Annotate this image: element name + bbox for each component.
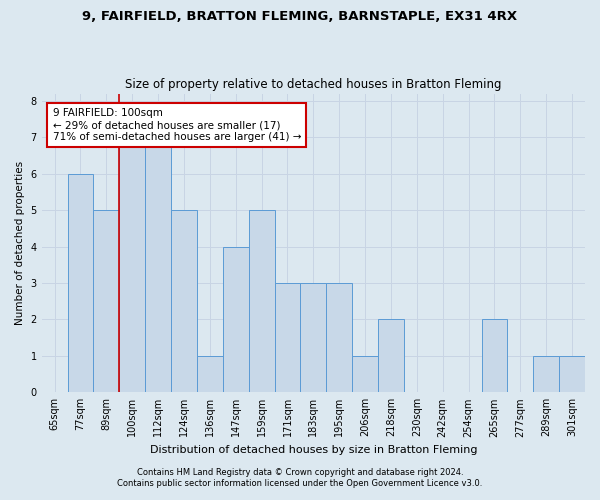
Bar [119,138,145,392]
X-axis label: Distribution of detached houses by size in Bratton Fleming: Distribution of detached houses by size … [149,445,477,455]
Bar [248,210,275,392]
Bar [352,356,378,393]
Bar [482,320,508,392]
Bar [559,356,585,393]
Bar [171,210,197,392]
Bar [145,138,171,392]
Text: 9 FAIRFIELD: 100sqm
← 29% of detached houses are smaller (17)
71% of semi-detach: 9 FAIRFIELD: 100sqm ← 29% of detached ho… [53,108,301,142]
Bar [197,356,223,393]
Text: Contains HM Land Registry data © Crown copyright and database right 2024.
Contai: Contains HM Land Registry data © Crown c… [118,468,482,487]
Bar [275,283,301,393]
Text: 9, FAIRFIELD, BRATTON FLEMING, BARNSTAPLE, EX31 4RX: 9, FAIRFIELD, BRATTON FLEMING, BARNSTAPL… [82,10,518,23]
Bar [326,283,352,393]
Title: Size of property relative to detached houses in Bratton Fleming: Size of property relative to detached ho… [125,78,502,91]
Bar [94,210,119,392]
Bar [533,356,559,393]
Bar [223,246,248,392]
Y-axis label: Number of detached properties: Number of detached properties [15,161,25,325]
Bar [378,320,404,392]
Bar [68,174,94,392]
Bar [301,283,326,393]
